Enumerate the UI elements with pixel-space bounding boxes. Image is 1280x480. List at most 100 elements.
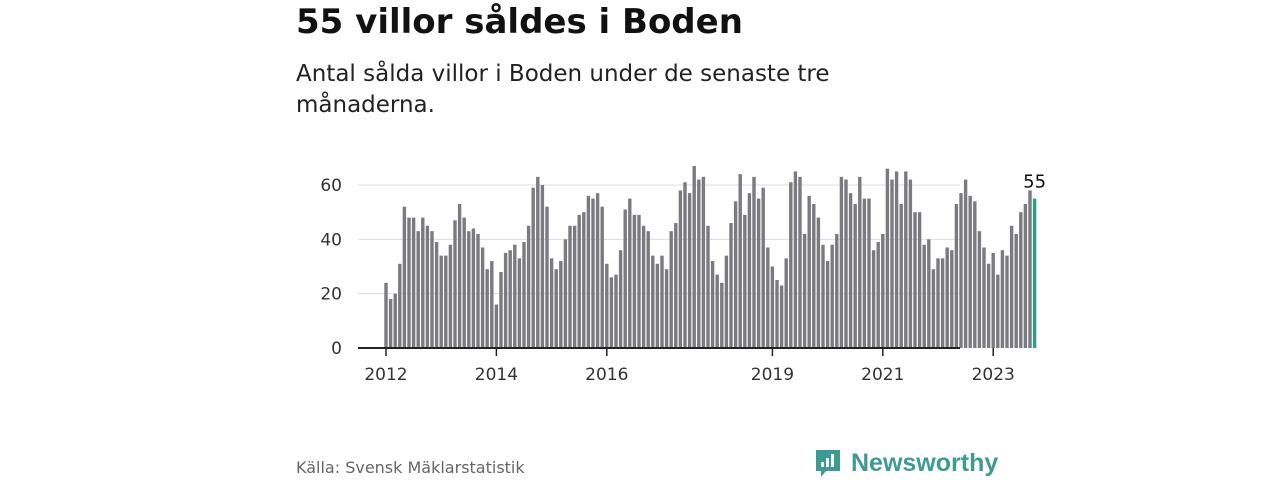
- bar: [996, 274, 1000, 348]
- bar: [853, 204, 857, 348]
- bar: [779, 285, 784, 348]
- bar: [968, 195, 972, 348]
- bar: [733, 201, 738, 348]
- bar: [444, 255, 448, 348]
- bar: [729, 223, 733, 348]
- x-tick-label: 2014: [475, 365, 518, 385]
- bar: [513, 244, 517, 348]
- bar: [490, 261, 494, 348]
- bar: [641, 225, 646, 348]
- x-axis-ticks: 2012 2014 2016 2019 2021 2023: [364, 348, 1015, 385]
- bar: [416, 231, 420, 348]
- bar: [881, 233, 885, 348]
- bar: [908, 179, 913, 348]
- bar: [1005, 255, 1009, 348]
- bar: [752, 176, 756, 348]
- bar: [913, 212, 917, 348]
- bar: [554, 269, 558, 348]
- bar: [632, 214, 637, 348]
- bar: [1000, 250, 1005, 348]
- bar: [848, 193, 853, 348]
- bar: [439, 255, 443, 348]
- bar: [402, 206, 407, 348]
- bar: [871, 250, 876, 348]
- bar: [623, 209, 627, 348]
- y-tick-label: 40: [320, 230, 342, 250]
- bar: [499, 271, 503, 348]
- bar: [867, 198, 871, 348]
- bar: [770, 266, 775, 348]
- bar: [922, 244, 926, 348]
- bar: [798, 176, 802, 348]
- bar: [559, 261, 563, 348]
- bar: [600, 206, 604, 348]
- bar: [692, 165, 696, 348]
- bar: [485, 269, 489, 348]
- bar: [775, 280, 779, 348]
- bar: [835, 233, 839, 348]
- bar: [784, 258, 788, 348]
- bar: [724, 255, 729, 348]
- source-note: Källa: Svensk Mäklarstatistik: [296, 458, 525, 477]
- bar: [747, 193, 752, 348]
- bar: [660, 255, 664, 348]
- bar: [945, 247, 949, 348]
- bar: [407, 217, 411, 348]
- bar: [950, 250, 954, 348]
- bar: [577, 214, 581, 348]
- bar: [701, 176, 706, 348]
- bar: [476, 233, 480, 348]
- bar: [526, 225, 531, 348]
- bar: [1019, 212, 1023, 348]
- bar-highlight: [1032, 198, 1037, 348]
- bar: [605, 263, 609, 348]
- bar: [393, 293, 397, 348]
- bar: [876, 242, 880, 348]
- bar: [669, 231, 673, 348]
- bar: [710, 261, 715, 348]
- y-axis-ticks: 0 20 40 60: [320, 176, 342, 359]
- bar: [664, 269, 669, 348]
- bar: [522, 242, 526, 348]
- bar: [536, 176, 540, 348]
- bar: [453, 220, 457, 348]
- bar: [839, 176, 844, 348]
- bar: [549, 258, 554, 348]
- bar: [973, 201, 977, 348]
- bar: [812, 204, 816, 348]
- bar: [572, 225, 577, 348]
- bar: [816, 217, 821, 348]
- bar: [1023, 204, 1028, 348]
- x-tick-label: 2019: [751, 365, 794, 385]
- brand-logo[interactable]: Newsworthy: [814, 446, 998, 480]
- y-tick-label: 60: [320, 176, 342, 196]
- bar: [940, 258, 945, 348]
- bar: [628, 198, 632, 348]
- bar: [885, 168, 890, 348]
- bar: [1028, 190, 1032, 348]
- bar: [830, 244, 834, 348]
- bar: [1009, 225, 1014, 348]
- bar: [954, 204, 959, 348]
- bar: [457, 204, 462, 348]
- bar: [738, 174, 742, 348]
- newsworthy-logo-icon: [816, 450, 840, 477]
- bar: [434, 242, 439, 348]
- x-tick-label: 2016: [585, 365, 628, 385]
- bar: [821, 244, 825, 348]
- bar: [614, 274, 618, 348]
- bar: [858, 176, 862, 348]
- bar: [398, 263, 402, 348]
- bar: [655, 263, 660, 348]
- bar: [807, 195, 811, 348]
- bar: [927, 239, 931, 348]
- bar: [761, 187, 765, 348]
- bar: [618, 250, 623, 348]
- bar: [674, 223, 678, 348]
- bar: [651, 255, 655, 348]
- bar: [637, 214, 641, 348]
- bar: [494, 304, 499, 348]
- x-tick-label: 2023: [972, 365, 1015, 385]
- bar: [899, 204, 903, 348]
- bar: [825, 261, 830, 348]
